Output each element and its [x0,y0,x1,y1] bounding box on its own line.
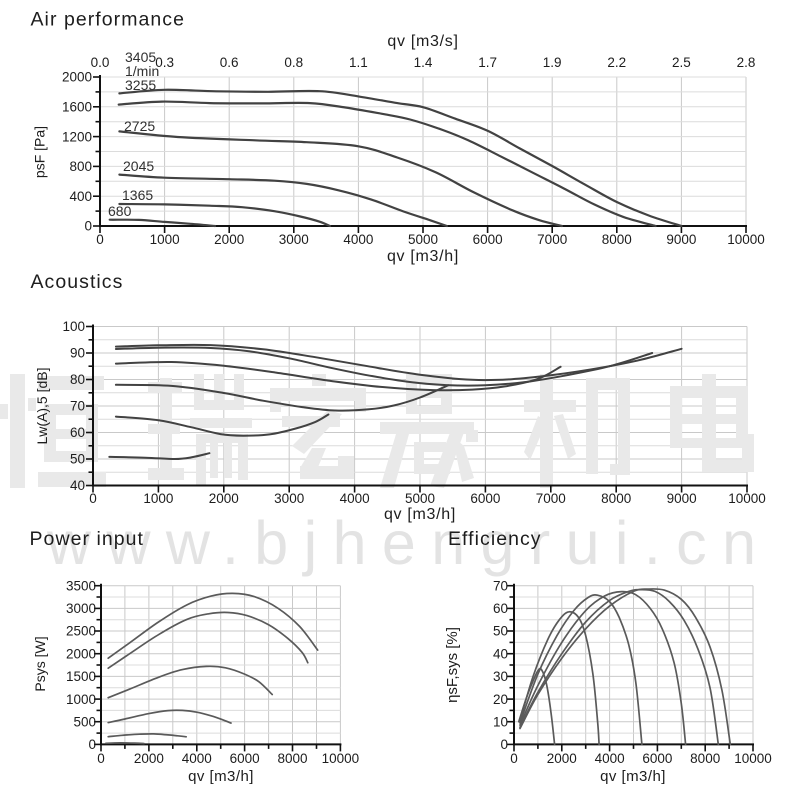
svg-text:4000: 4000 [595,751,625,766]
svg-text:40: 40 [70,478,85,493]
svg-text:50: 50 [493,624,508,639]
svg-text:2000: 2000 [547,751,577,766]
svg-text:10000: 10000 [728,491,766,506]
svg-text:0.3: 0.3 [155,55,174,70]
svg-text:680: 680 [108,203,132,219]
svg-text:10: 10 [493,714,508,729]
svg-text:3000: 3000 [279,232,309,247]
svg-text:0.0: 0.0 [91,55,110,70]
svg-text:1600: 1600 [62,100,92,115]
svg-text:4000: 4000 [343,232,373,247]
svg-text:psF [Pa]: psF [Pa] [32,126,48,178]
svg-text:2725: 2725 [124,118,155,134]
svg-text:500: 500 [73,714,96,729]
svg-text:Acoustics: Acoustics [31,271,124,293]
svg-text:1.7: 1.7 [478,55,497,70]
svg-text:0: 0 [510,751,518,766]
svg-text:2.8: 2.8 [737,55,756,70]
svg-text:6000: 6000 [473,232,503,247]
svg-text:8000: 8000 [690,751,720,766]
svg-text:Psys [W]: Psys [W] [32,636,48,691]
svg-text:0.6: 0.6 [220,55,239,70]
svg-text:9000: 9000 [666,232,696,247]
svg-text:400: 400 [69,189,92,204]
svg-text:60: 60 [493,601,508,616]
svg-text:8000: 8000 [602,232,632,247]
svg-text:7000: 7000 [537,232,567,247]
svg-text:1200: 1200 [62,129,92,144]
svg-text:3000: 3000 [66,601,96,616]
svg-text:30: 30 [493,669,508,684]
svg-text:2500: 2500 [66,624,96,639]
svg-text:qv [m3/h]: qv [m3/h] [384,506,456,523]
svg-text:2000: 2000 [214,232,244,247]
svg-text:60: 60 [70,425,85,440]
svg-text:0: 0 [88,737,96,752]
svg-text:2.5: 2.5 [672,55,691,70]
svg-text:10000: 10000 [322,751,360,766]
svg-text:0.8: 0.8 [284,55,303,70]
svg-text:qv [m3/h]: qv [m3/h] [387,248,459,265]
svg-text:80: 80 [70,372,85,387]
svg-text:100: 100 [62,319,85,334]
svg-text:0: 0 [500,737,508,752]
svg-text:2000: 2000 [66,646,96,661]
svg-text:1365: 1365 [122,187,153,203]
svg-text:5000: 5000 [408,232,438,247]
svg-text:1000: 1000 [66,692,96,707]
svg-text:6000: 6000 [642,751,672,766]
svg-text:7000: 7000 [536,491,566,506]
svg-text:2.2: 2.2 [607,55,626,70]
svg-text:2000: 2000 [209,491,239,506]
svg-text:Air performance: Air performance [31,9,185,31]
svg-text:10000: 10000 [734,751,772,766]
svg-text:3000: 3000 [274,491,304,506]
svg-text:0: 0 [97,751,105,766]
svg-text:50: 50 [70,452,85,467]
svg-text:0: 0 [96,232,104,247]
svg-text:70: 70 [493,578,508,593]
svg-text:70: 70 [70,399,85,414]
svg-text:Lw(A),5 [dB]: Lw(A),5 [dB] [34,367,50,444]
svg-text:1000: 1000 [150,232,180,247]
svg-text:2000: 2000 [62,70,92,85]
svg-text:1.1: 1.1 [349,55,368,70]
svg-text:3405: 3405 [125,49,156,65]
svg-text:4000: 4000 [340,491,370,506]
svg-text:8000: 8000 [277,751,307,766]
svg-text:qv [m3/h]: qv [m3/h] [600,768,666,785]
svg-text:0: 0 [89,491,97,506]
svg-text:2045: 2045 [123,158,154,174]
svg-text:1000: 1000 [143,491,173,506]
svg-text:2000: 2000 [134,751,164,766]
svg-text:ηsF,sys [%]: ηsF,sys [%] [444,627,461,703]
svg-text:1500: 1500 [66,669,96,684]
svg-text:1.4: 1.4 [414,55,433,70]
svg-text:9000: 9000 [667,491,697,506]
svg-text:qv [m3/h]: qv [m3/h] [188,768,254,785]
svg-text:10000: 10000 [727,232,765,247]
svg-text:3255: 3255 [125,77,156,93]
svg-text:6000: 6000 [470,491,500,506]
svg-text:8000: 8000 [601,491,631,506]
svg-text:3500: 3500 [66,578,96,593]
svg-text:800: 800 [69,159,92,174]
svg-text:5000: 5000 [405,491,435,506]
svg-text:1.9: 1.9 [543,55,562,70]
svg-text:qv [m3/s]: qv [m3/s] [387,33,458,50]
svg-text:4000: 4000 [182,751,212,766]
svg-text:90: 90 [70,346,85,361]
svg-text:1/min: 1/min [125,63,159,79]
svg-text:40: 40 [493,646,508,661]
svg-text:0: 0 [84,219,92,234]
svg-text:Efficiency: Efficiency [448,528,542,550]
svg-text:Power input: Power input [30,528,145,550]
svg-text:6000: 6000 [230,751,260,766]
svg-text:20: 20 [493,692,508,707]
